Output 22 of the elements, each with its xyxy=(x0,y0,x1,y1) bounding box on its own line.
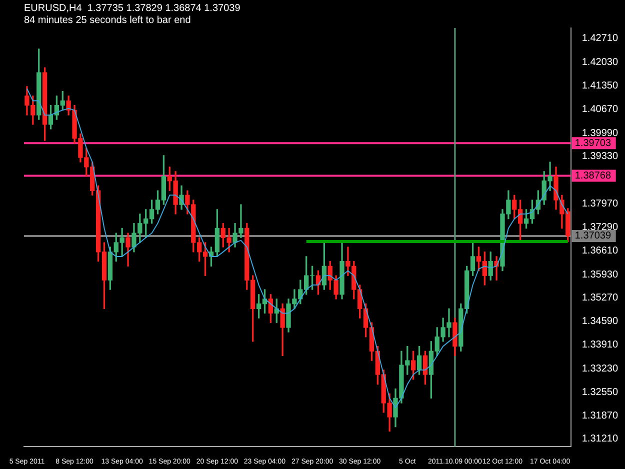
ref-line-label: 1.37039 xyxy=(574,230,612,242)
y-tick-label: 1.34590 xyxy=(582,316,618,327)
ref-line-label: 1.38768 xyxy=(574,170,612,182)
chart-title: EURUSD,H4 1.37735 1.37829 1.36874 1.37039 xyxy=(24,2,241,14)
y-tick-label: 1.35270 xyxy=(582,292,618,304)
y-tick-label: 1.31210 xyxy=(582,434,618,445)
y-tick-label: 1.32550 xyxy=(582,387,618,398)
y-tick-label: 1.33230 xyxy=(582,363,618,374)
chart-subtitle: 84 minutes 25 seconds left to bar end xyxy=(24,14,191,26)
y-tick-label: 1.33910 xyxy=(582,340,618,351)
y-tick-label: 1.41350 xyxy=(582,80,618,92)
y-tick-label: 1.35930 xyxy=(582,269,618,280)
y-tick-label: 1.40670 xyxy=(582,104,618,116)
y-tick-label: 1.37290 xyxy=(582,222,618,233)
y-tick-label: 1.42710 xyxy=(582,33,618,44)
y-tick-label: 1.37970 xyxy=(582,198,618,210)
y-tick-label: 1.39330 xyxy=(582,150,618,162)
ref-line-label: 1.39703 xyxy=(574,138,612,149)
y-tick-label: 1.36610 xyxy=(582,246,618,257)
y-tick-label: 1.42030 xyxy=(582,56,618,68)
y-tick-label: 1.31870 xyxy=(582,410,618,422)
y-tick-label: 1.39990 xyxy=(582,128,618,139)
